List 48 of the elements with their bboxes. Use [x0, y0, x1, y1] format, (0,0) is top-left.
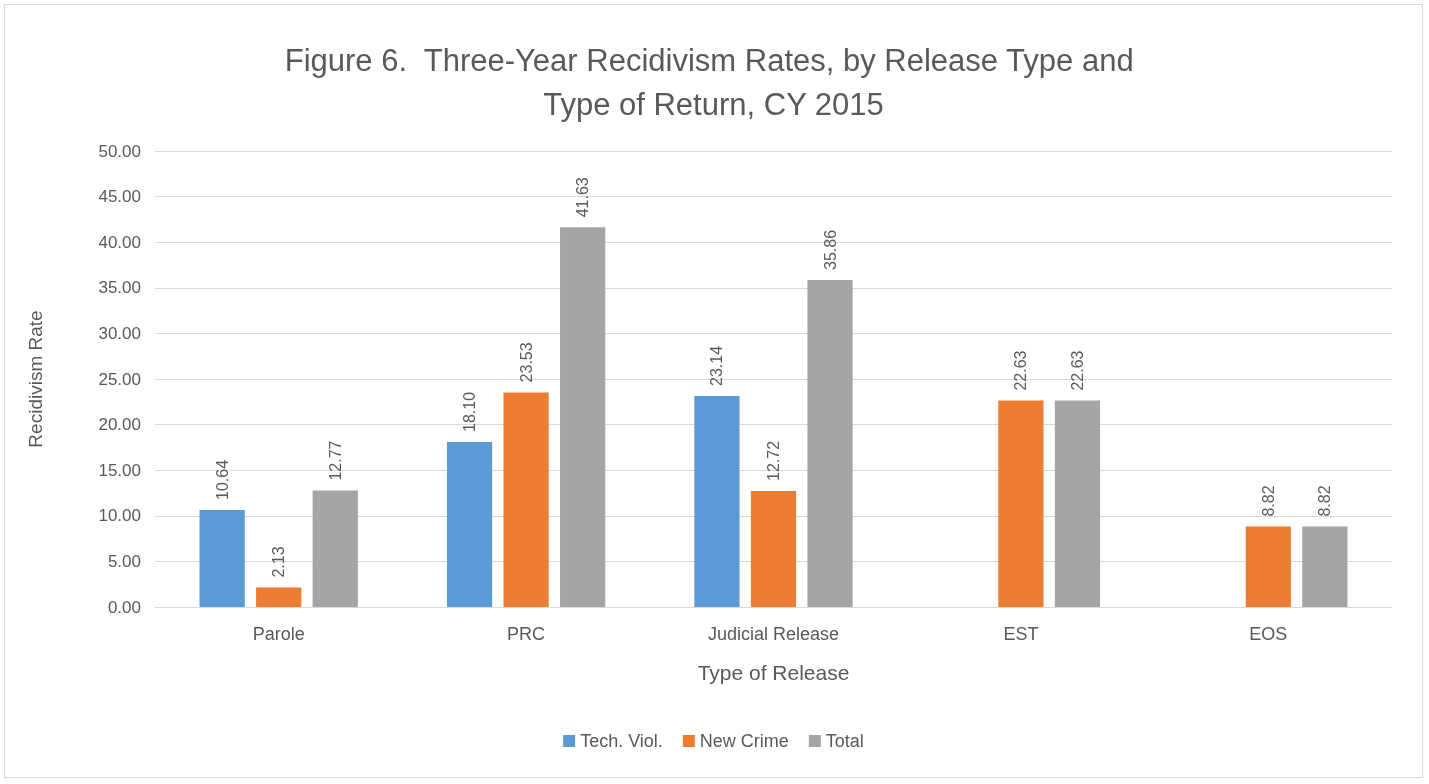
y-tick-label: 35.00: [98, 278, 141, 298]
bar: [998, 400, 1044, 607]
data-label: 22.63: [1068, 350, 1086, 391]
data-label: 23.14: [708, 345, 726, 386]
x-tick-label: Judicial Release: [707, 624, 840, 644]
legend-label: Tech. Viol.: [580, 731, 663, 751]
data-label: 12.72: [765, 440, 782, 481]
bar: [1302, 526, 1348, 607]
bar: [446, 441, 493, 607]
data-label: 8.82: [1316, 485, 1334, 517]
data-label: 8.82: [1259, 485, 1277, 517]
y-tick-label: 0.00: [107, 597, 141, 617]
legend-label: New Crime: [699, 731, 789, 751]
y-tick-label: 15.00: [98, 460, 141, 480]
bar: [750, 490, 797, 607]
y-tick-label: 50.00: [98, 141, 141, 161]
y-tick-label: 25.00: [98, 369, 141, 389]
bar: [560, 227, 606, 607]
y-tick-label: 40.00: [98, 232, 141, 252]
bar: [199, 509, 245, 607]
x-tick-label: Parole: [252, 624, 305, 644]
y-tick-label: 5.00: [107, 551, 141, 571]
legend-label: Total: [825, 731, 864, 751]
y-tick-label: 20.00: [98, 415, 141, 435]
x-tick-label: EOS: [1249, 624, 1288, 644]
bar: [694, 395, 740, 607]
bar: [807, 279, 853, 607]
y-tick-label: 10.00: [98, 506, 141, 526]
data-label: 35.86: [821, 229, 839, 270]
data-label: 18.10: [461, 391, 479, 432]
data-label: 41.63: [574, 177, 592, 218]
chart-title: Figure 6. Three-Year Recidivism Rates, by Release Type and Type of Return, CY 2015: [284, 42, 1143, 122]
bar: [1245, 526, 1291, 607]
bar: [256, 587, 302, 607]
data-label: 22.63: [1012, 350, 1030, 391]
bar: [503, 392, 549, 607]
data-label: 23.53: [517, 342, 535, 383]
bar: [312, 490, 358, 607]
x-axis-title: Type of Release: [697, 661, 850, 684]
y-tick-label: 45.00: [98, 187, 141, 207]
data-label: 10.64: [213, 459, 231, 500]
data-label: 2.13: [270, 546, 288, 578]
data-label: 12.77: [326, 440, 344, 481]
y-tick-label: 30.00: [98, 323, 141, 343]
x-tick-label: EST: [1003, 624, 1039, 644]
x-tick-label: PRC: [507, 624, 546, 644]
bar: [1054, 400, 1101, 607]
y-axis-title: Recidivism Rate: [25, 310, 46, 448]
